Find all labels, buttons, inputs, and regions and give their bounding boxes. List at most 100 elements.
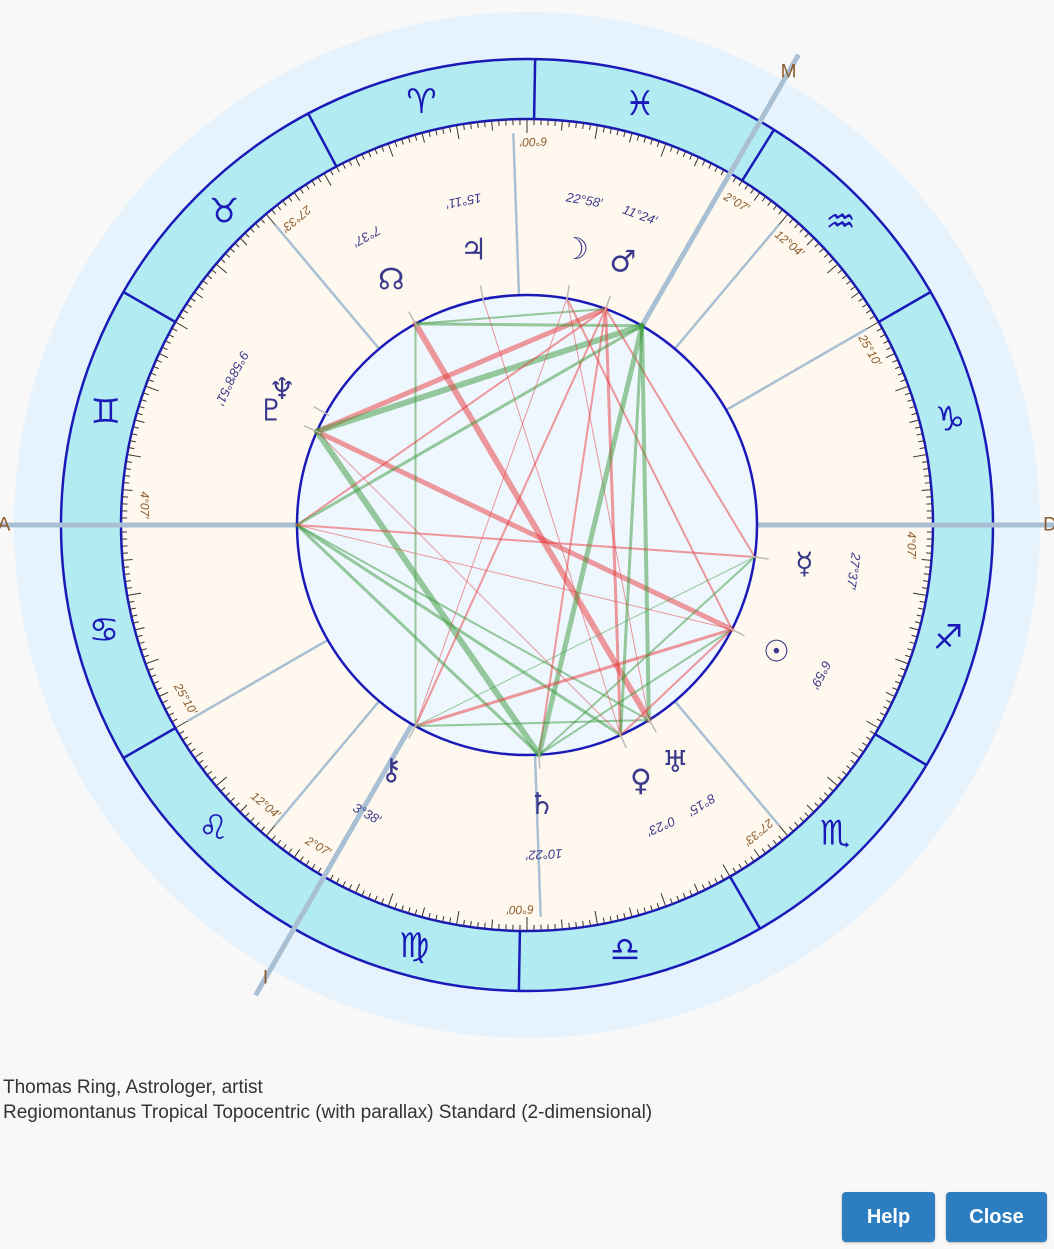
degree-tick [132,426,140,429]
sign-boundary [122,726,177,760]
degree-tick [147,667,154,671]
degree-tick [886,699,893,704]
imum-coeli-label: I [263,967,268,988]
degree-tick [276,839,282,846]
degree-tick [656,903,660,910]
degree-tick [381,898,385,905]
degree-tick [175,720,188,729]
capricorn-sign-icon: ♑ [935,400,965,440]
degree-tick [129,607,136,610]
degree-tick [609,127,612,134]
degree-tick [462,919,465,927]
degree-tick [211,269,217,274]
close-button[interactable]: Close [946,1192,1047,1242]
degree-tick [909,405,916,409]
mercury-degree-label: 27°37′ [844,551,864,591]
degree-tick [171,718,178,723]
degree-tick [367,893,372,899]
degree-tick [794,821,800,828]
help-button[interactable]: Help [842,1192,935,1242]
descendant-label: D [1043,515,1054,536]
degree-tick [394,903,398,910]
aspect-line [482,298,622,736]
degree-tick [629,907,633,918]
degree-tick [254,821,260,828]
degree-tick [265,213,276,226]
degree-tick [778,209,783,215]
degree-tick [794,222,800,229]
degree-tick [804,232,810,238]
chiron-icon: ⚷ [380,752,402,787]
aspect-line [412,320,652,724]
degree-tick [914,621,922,624]
degree-tick [669,145,673,152]
chart-title: Thomas Ring, Astrologer, artist [3,1077,263,1098]
planet-pointer [313,406,330,417]
degree-tick [643,136,647,143]
degree-tick [161,699,168,704]
degree-tick [923,468,930,470]
planet-pointer [728,626,745,637]
degree-tick [394,140,398,147]
degree-tick [229,797,235,803]
degree-tick [650,138,653,145]
degree-tick [305,184,310,190]
degree-tick [778,835,783,841]
degree-tick [198,759,204,765]
degree-tick [206,274,213,280]
degree-tick [918,607,925,610]
aspect-line [414,297,568,727]
degree-tick [276,204,282,211]
degree-tick [153,680,159,685]
degree-tick [682,151,687,157]
degree-tick [804,812,810,818]
degree-tick [911,634,918,638]
degree-tick [171,327,178,332]
cusp-degree-label: 6°00′ [519,134,547,149]
degree-tick [138,405,145,409]
degree-tick [883,340,889,344]
degree-tick [224,252,231,258]
degree-tick [125,587,133,590]
degree-tick [354,156,361,167]
degree-tick [814,242,820,248]
aspect-line [619,628,733,737]
moon-icon: ☽ [562,232,589,267]
degree-tick [265,824,276,837]
degree-tick [147,379,154,383]
aspect-line [566,297,650,721]
degree-tick [194,291,203,299]
planet-pointer [303,425,321,434]
degree-tick [895,365,901,370]
degree-tick [132,621,140,624]
aspect-line [295,523,541,757]
sign-boundary [741,129,776,182]
degree-tick [215,776,228,787]
degree-tick [428,130,431,138]
aspect-line [414,556,756,727]
degree-tick [636,134,640,141]
degree-tick [720,169,725,176]
degree-tick [879,333,886,338]
house-cusp-line [638,53,801,329]
degree-tick [421,132,425,143]
degree-tick [858,297,864,302]
degree-tick [342,163,346,169]
degree-tick [401,138,404,145]
degree-tick [689,153,693,160]
degree-tick [165,706,171,710]
degree-tick [561,919,563,930]
degree-tick [491,120,493,131]
degree-tick [561,120,563,131]
degree-tick [271,835,276,841]
degree-tick [767,200,772,206]
degree-tick [484,922,486,929]
cancer-sign-icon: ♋ [89,610,119,650]
degree-tick [168,712,175,717]
degree-tick [921,587,929,590]
degree-tick [421,907,425,918]
house-cusp-line [673,700,780,827]
degree-tick [885,691,896,698]
degree-tick [701,159,706,166]
degree-tick [789,826,794,832]
